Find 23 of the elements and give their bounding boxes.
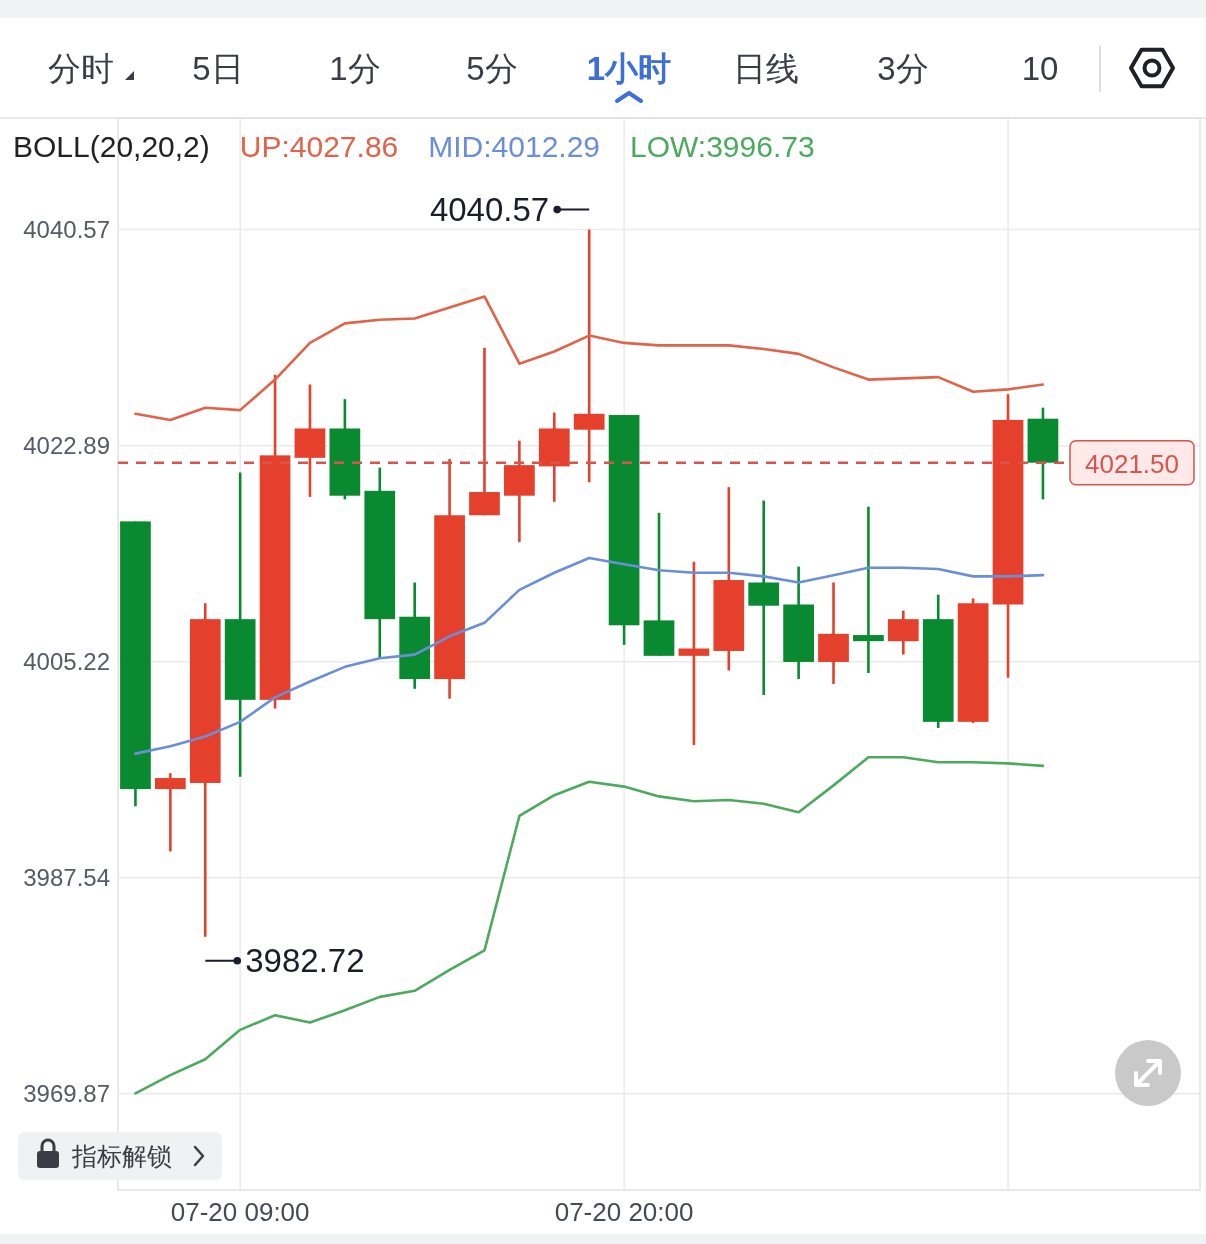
button-label: 指标解锁 bbox=[72, 1142, 172, 1170]
y-tick-label: 4040.57 bbox=[23, 216, 110, 244]
tab-label: 日线 bbox=[733, 49, 799, 87]
tab-label: 5日 bbox=[192, 49, 244, 87]
tab-label: 5分 bbox=[466, 49, 518, 87]
tab-label: 1分 bbox=[329, 49, 381, 87]
legend-item: MID:4012.29 bbox=[428, 129, 601, 163]
x-tick-label: 07-20 20:00 bbox=[554, 1197, 694, 1227]
legend-item: LOW:3996.73 bbox=[630, 129, 815, 163]
tab-label: 分时 bbox=[48, 49, 114, 87]
legend-item: UP:4027.86 bbox=[239, 129, 399, 163]
legend-title: BOLL(20,20,2) bbox=[13, 129, 210, 163]
y-tick-label: 4005.22 bbox=[23, 648, 110, 676]
extreme-label: 3982.72 bbox=[245, 942, 365, 980]
y-tick-label: 3987.54 bbox=[23, 864, 110, 892]
tab-label: 10 bbox=[1021, 49, 1059, 87]
tab-label: 1小时 bbox=[586, 49, 672, 87]
x-tick-label: 07-20 09:00 bbox=[170, 1197, 310, 1227]
extreme-label: 4040.57 bbox=[429, 191, 550, 229]
ref-line-label: 4021.50 bbox=[1085, 448, 1179, 479]
y-tick-label: 4022.89 bbox=[23, 432, 110, 460]
y-tick-label: 3969.87 bbox=[23, 1080, 110, 1108]
tab-label: 3分 bbox=[877, 49, 929, 87]
